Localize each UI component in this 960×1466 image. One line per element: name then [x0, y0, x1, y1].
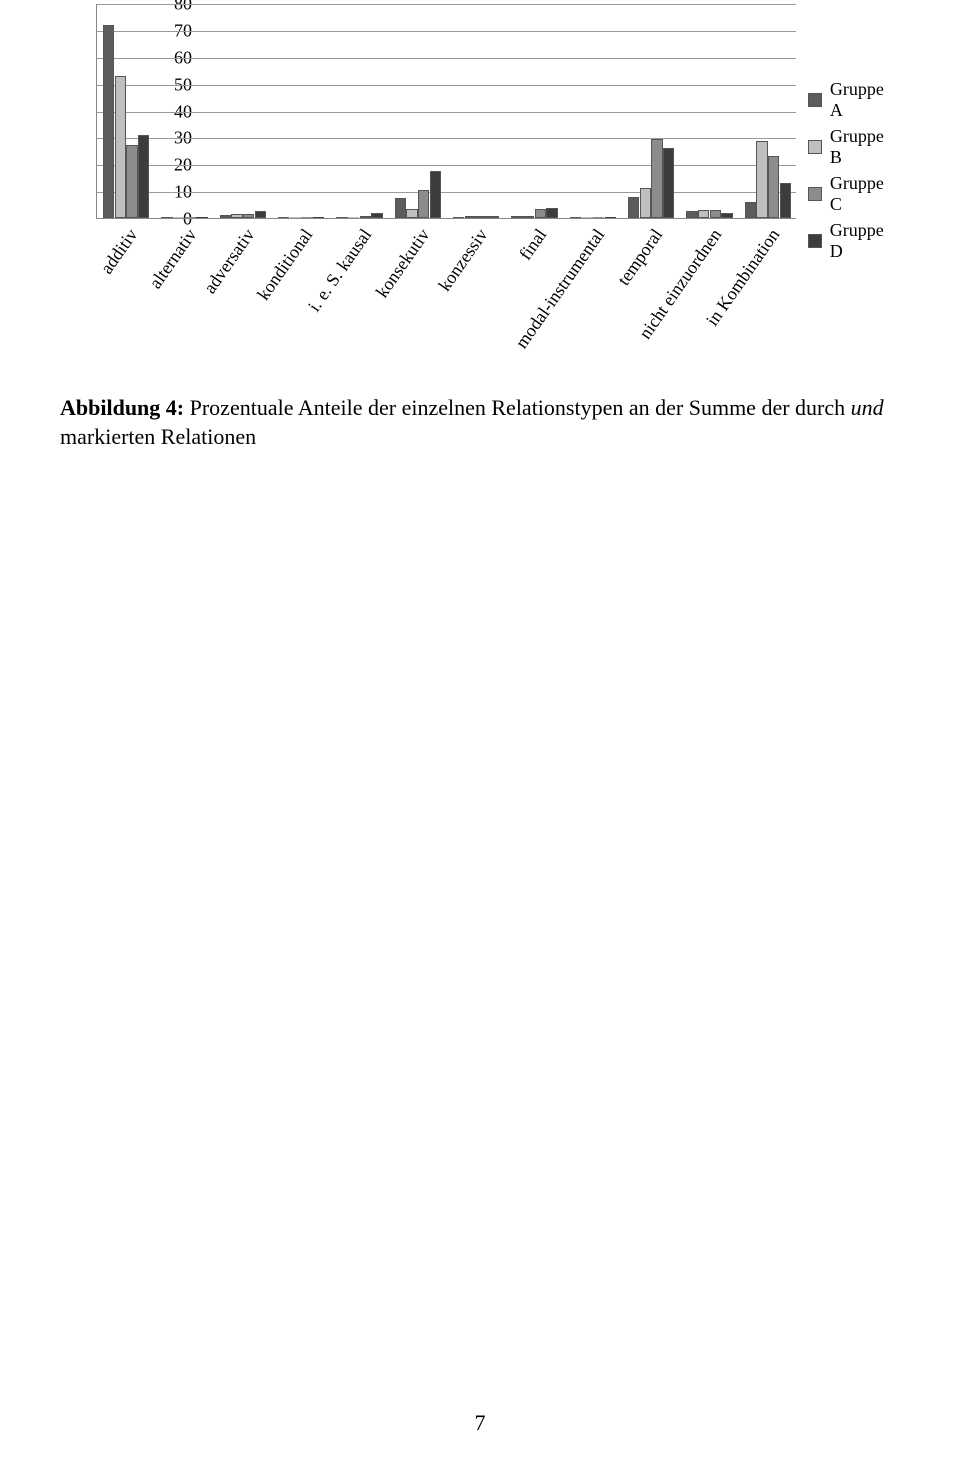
bar — [593, 217, 605, 218]
bar — [745, 202, 757, 218]
bar — [651, 139, 663, 218]
x-tick-label: final — [515, 225, 551, 264]
x-tick-label: konditional — [253, 225, 317, 304]
bar — [255, 211, 267, 218]
x-tick-label: additiv — [96, 225, 142, 278]
grid-line — [97, 58, 796, 59]
legend-swatch — [808, 140, 822, 154]
bar — [231, 214, 243, 218]
bar — [768, 156, 780, 218]
bar — [698, 210, 710, 218]
x-tick-label: konsekutiv — [372, 225, 435, 302]
bar — [628, 197, 640, 219]
bar — [173, 217, 185, 218]
legend-swatch — [808, 234, 822, 248]
caption-label: Abbildung 4: — [60, 395, 184, 420]
bar — [161, 217, 173, 218]
bar — [570, 217, 582, 218]
caption-text-1: Prozentuale Anteile der einzelnen Relati… — [184, 395, 851, 420]
bar — [418, 190, 430, 218]
bar — [290, 217, 302, 218]
bar — [348, 217, 360, 218]
x-axis-labels: additivalternativadversativkonditionali.… — [96, 219, 796, 379]
bar — [511, 216, 523, 218]
legend: Gruppe A Gruppe B Gruppe C Gruppe D — [808, 74, 900, 267]
bar — [126, 145, 138, 218]
bar — [430, 171, 442, 218]
legend-item: Gruppe A — [808, 79, 900, 121]
caption-text-2: markierten Relationen — [60, 424, 256, 449]
bar — [220, 215, 232, 218]
bar — [185, 217, 197, 218]
bar — [488, 216, 500, 218]
bar — [721, 213, 733, 218]
x-tick-label: konzessiv — [434, 225, 492, 295]
caption-italic: und — [851, 395, 884, 420]
x-tick-label: adversativ — [199, 225, 259, 298]
bar — [663, 148, 675, 218]
bar — [605, 217, 617, 218]
legend-label: Gruppe C — [830, 173, 900, 215]
bar — [640, 188, 652, 218]
bar — [196, 217, 208, 218]
bar — [278, 217, 290, 218]
legend-swatch — [808, 187, 822, 201]
bar — [103, 25, 115, 219]
bar — [523, 216, 535, 218]
bar — [115, 76, 127, 218]
page: 01020304050607080 additivalternativadver… — [0, 4, 960, 1466]
bar — [535, 209, 547, 218]
legend-swatch — [808, 93, 822, 107]
x-tick-label: temporal — [613, 225, 667, 289]
grid-line — [97, 138, 796, 139]
grid-line — [97, 165, 796, 166]
x-tick-label: alternativ — [145, 225, 201, 293]
bar — [546, 208, 558, 218]
grid-line — [97, 192, 796, 193]
bar — [453, 217, 465, 218]
bar — [686, 211, 698, 218]
bar — [406, 209, 418, 218]
grid-line — [97, 85, 796, 86]
plot-area — [96, 4, 796, 219]
page-number: 7 — [0, 1410, 960, 1436]
legend-item: Gruppe B — [808, 126, 900, 168]
legend-item: Gruppe D — [808, 220, 900, 262]
grid-line — [97, 31, 796, 32]
legend-label: Gruppe A — [830, 79, 900, 121]
grid-line — [97, 112, 796, 113]
bar — [360, 216, 372, 218]
bar — [710, 210, 722, 218]
bar — [371, 213, 383, 218]
bar — [581, 217, 593, 218]
bar — [301, 217, 313, 218]
grid-line — [97, 4, 796, 5]
bar — [395, 198, 407, 218]
chart-container: 01020304050607080 additivalternativadver… — [60, 4, 900, 219]
bar — [780, 183, 792, 218]
bar — [243, 214, 255, 218]
figure-caption: Abbildung 4: Prozentuale Anteile der ein… — [60, 394, 900, 451]
bar — [313, 217, 325, 218]
bar — [336, 217, 348, 218]
bar — [756, 141, 768, 218]
legend-item: Gruppe C — [808, 173, 900, 215]
bar — [138, 135, 150, 218]
bar — [476, 216, 488, 218]
legend-label: Gruppe B — [830, 126, 900, 168]
bar — [465, 216, 477, 218]
legend-label: Gruppe D — [830, 220, 900, 262]
